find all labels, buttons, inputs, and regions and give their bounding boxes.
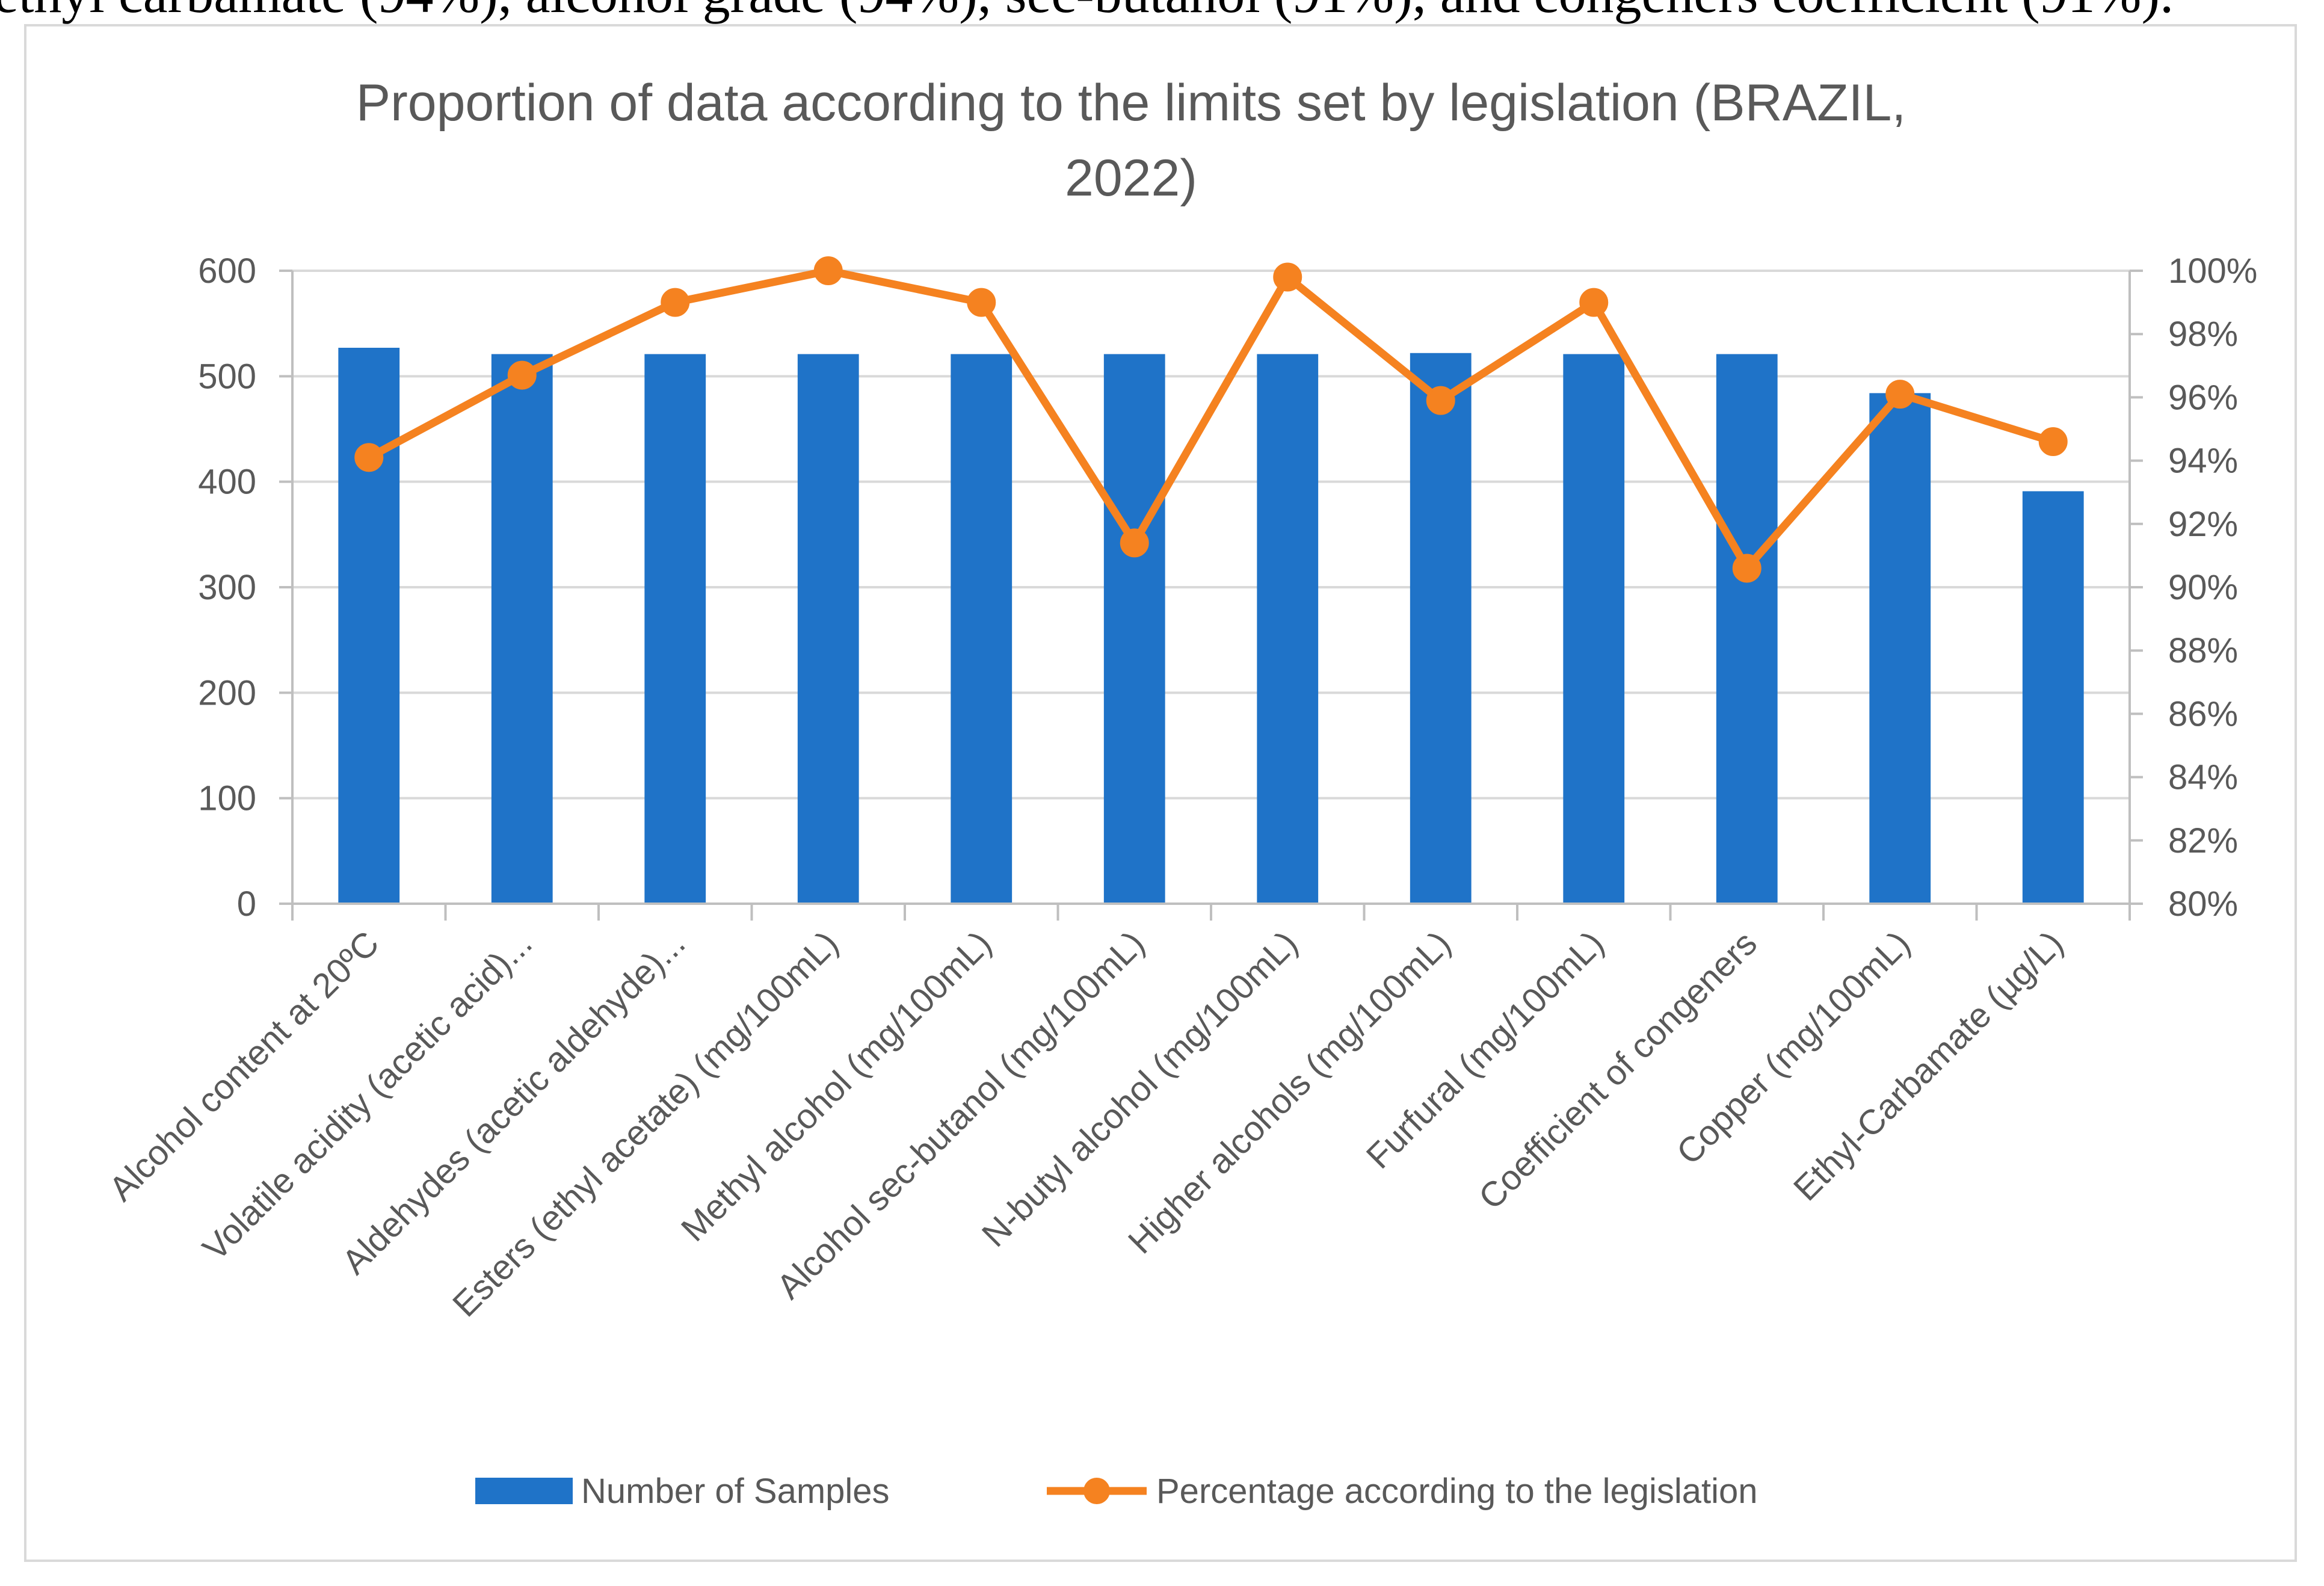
legend-swatch-marker (1083, 1478, 1110, 1504)
chart-title: Proportion of data according to the limi… (356, 74, 1906, 207)
legend-swatch-bar (475, 1478, 573, 1504)
bar-7 (1257, 354, 1319, 904)
page-text-fragment: ethyl carbamate (94%), alcohol grade (94… (0, 0, 2324, 24)
y-right-tick-label: 98% (2168, 315, 2238, 354)
line-marker-8 (1426, 386, 1455, 415)
y-right-tick-label: 82% (2168, 821, 2238, 860)
y-right-tick-label: 92% (2168, 505, 2238, 544)
bar-12 (2022, 491, 2084, 904)
bar-1 (338, 347, 400, 904)
category-label-2: Volatile acidity (acetic acid)... (195, 924, 540, 1268)
bar-11 (1869, 393, 1931, 904)
line-series (354, 256, 2068, 583)
tick-labels: 0 100 200 300 400 500 600 80% 82% 84% 86% 88% 90% 92%… (198, 251, 2257, 924)
page-text-line: ethyl carbamate (94%), alcohol grade (94… (0, 0, 2174, 24)
line-marker-3 (661, 288, 690, 317)
bar-5 (951, 354, 1013, 904)
chart-title-line-2: 2022) (1065, 149, 1197, 207)
category-label-1: Alcohol content at 20ºC (102, 924, 387, 1209)
category-label-7: N-butyl alcohol (mg/100mL) (975, 924, 1305, 1254)
line-marker-7 (1273, 262, 1302, 292)
bar-2 (491, 354, 553, 904)
combo-chart: Proportion of data according to the limi… (102, 74, 2258, 1511)
y-left-tick-label: 500 (198, 357, 256, 396)
line-marker-11 (1885, 380, 1915, 409)
y-left-tick-label: 300 (198, 568, 256, 607)
legend-label-percentage: Percentage according to the legislation (1156, 1472, 1758, 1511)
y-right-tick-label: 100% (2168, 251, 2257, 291)
bar-8 (1410, 353, 1472, 904)
category-label-10: Coefficient of congeners (1471, 924, 1765, 1217)
line-marker-12 (2038, 427, 2068, 457)
y-left-tick-label: 0 (237, 884, 256, 924)
y-left-tick-label: 100 (198, 779, 256, 818)
category-label-12: Ethyl-Carbamate (µg/L) (1786, 924, 2071, 1208)
line-marker-9 (1579, 288, 1609, 317)
bar-3 (644, 354, 706, 904)
percentage-line (365, 267, 2057, 572)
line-marker-4 (813, 256, 843, 285)
bar-9 (1563, 354, 1625, 904)
bar-series (338, 347, 2084, 904)
category-label-5: Methyl alcohol (mg/100mL) (674, 924, 999, 1249)
y-left-tick-label: 600 (198, 251, 256, 291)
category-label-8: Higher alcohols (mg/100mL) (1121, 924, 1458, 1261)
legend: Number of Samples Percentage according to… (475, 1472, 1758, 1511)
line-marker-5 (967, 288, 996, 317)
y-right-tick-label: 94% (2168, 442, 2238, 481)
bar-4 (797, 354, 859, 904)
legend-label-number-of-samples: Number of Samples (581, 1472, 890, 1511)
y-right-tick-label: 86% (2168, 694, 2238, 733)
y-right-tick-label: 80% (2168, 884, 2238, 924)
y-right-tick-label: 84% (2168, 758, 2238, 797)
bar-6 (1103, 354, 1165, 904)
y-left-tick-label: 400 (198, 463, 256, 502)
line-marker-6 (1120, 528, 1149, 558)
y-right-tick-label: 90% (2168, 568, 2238, 607)
chart-title-line-1: Proportion of data according to the limi… (356, 74, 1906, 132)
bar-10 (1716, 354, 1778, 904)
gridlines (292, 270, 2130, 905)
y-right-tick-label: 96% (2168, 378, 2238, 417)
line-marker-10 (1732, 554, 1761, 583)
y-right-tick-label: 88% (2168, 631, 2238, 670)
line-marker-1 (354, 443, 384, 472)
y-left-tick-label: 200 (198, 673, 256, 712)
line-marker-2 (507, 360, 537, 390)
chart-container: Proportion of data according to the limi… (24, 24, 2297, 1562)
axes (279, 270, 2143, 921)
